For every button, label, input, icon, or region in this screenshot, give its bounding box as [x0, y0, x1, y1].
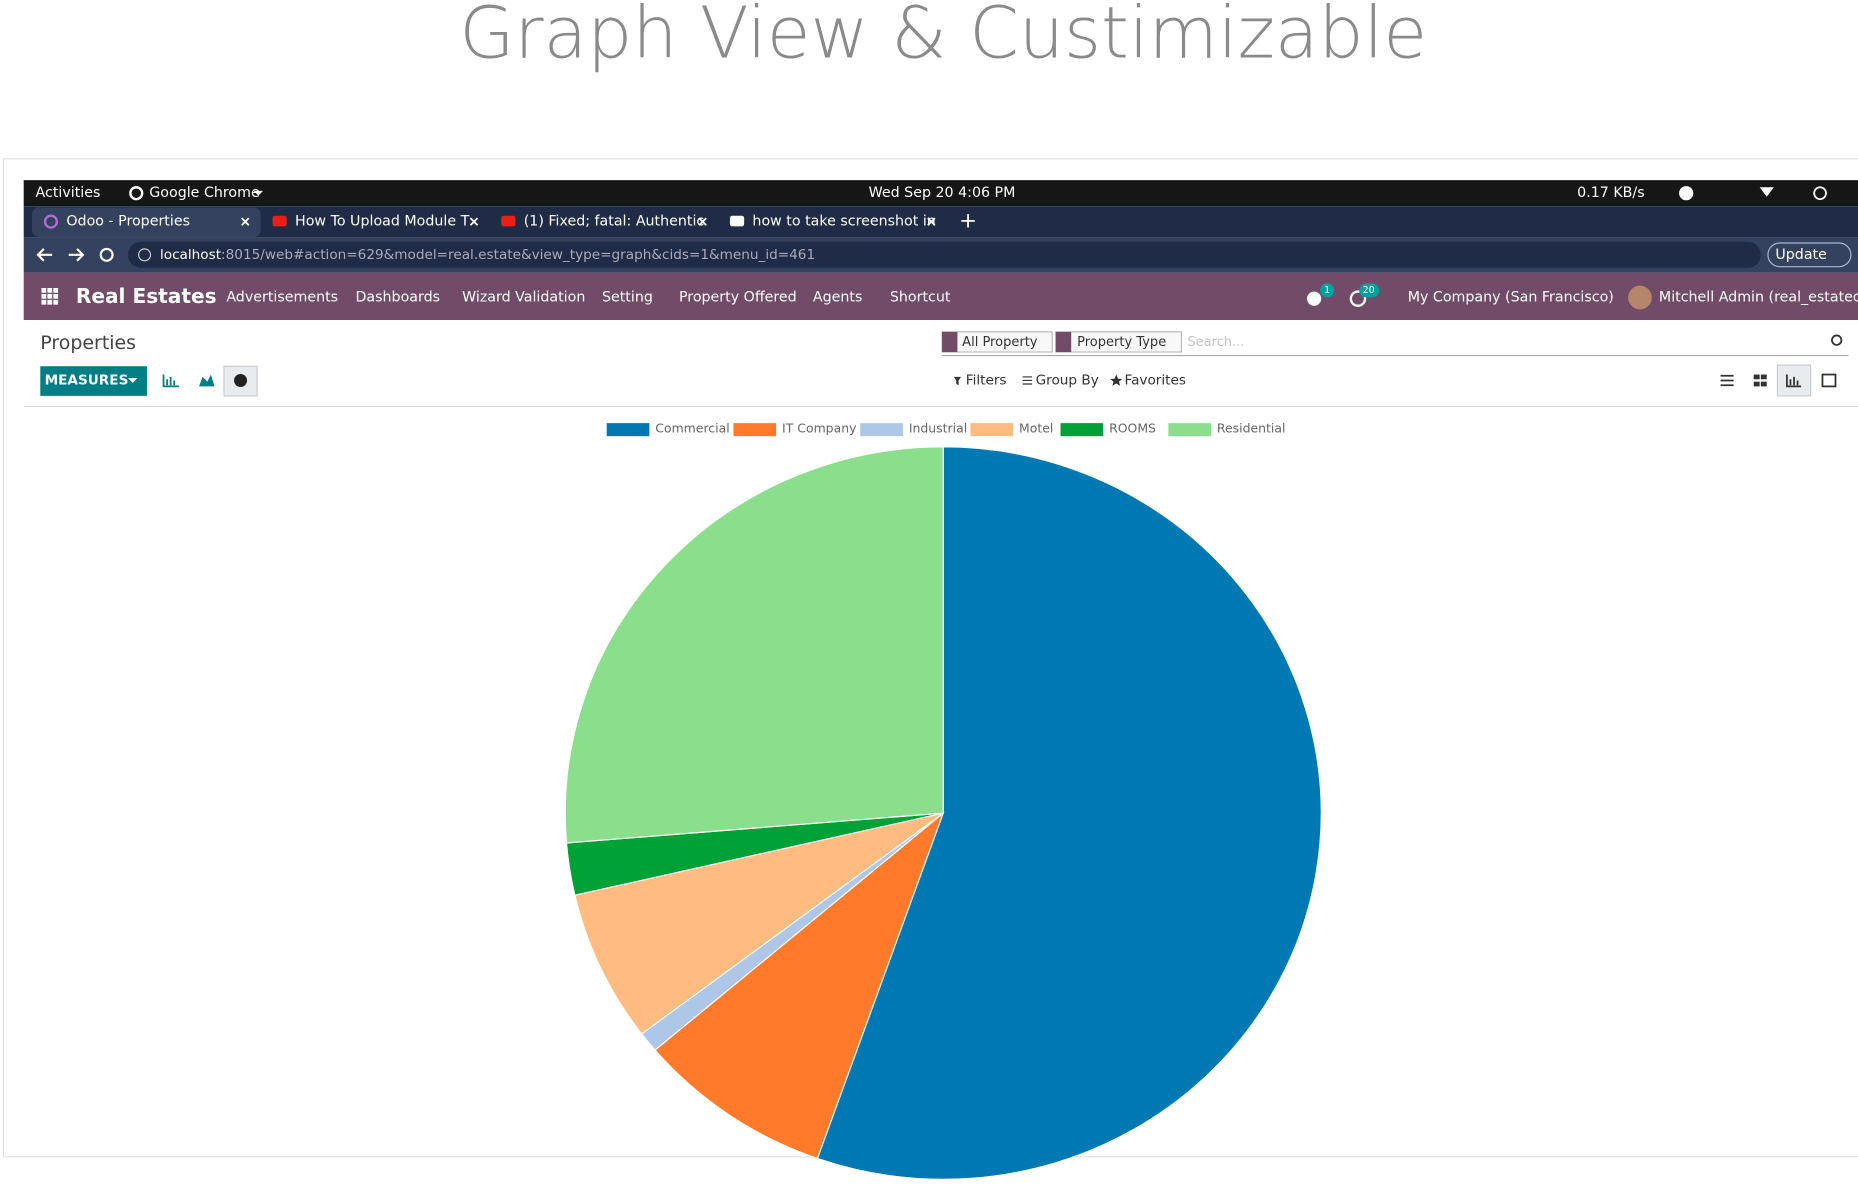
url: localhost:8015/web#action=629&model=real…: [160, 247, 815, 263]
new-tab[interactable]: +: [959, 209, 977, 234]
wifi-icon[interactable]: [1759, 187, 1774, 197]
company[interactable]: My Company (San Francisco): [1408, 289, 1614, 305]
menu-item[interactable]: Wizard Validation: [462, 289, 585, 305]
heading: Graph View & Custimizable: [459, 0, 1427, 74]
avatar[interactable]: [1628, 285, 1652, 310]
activity-icon[interactable]: [1349, 290, 1367, 307]
facet-icon: [942, 331, 958, 353]
tab-favicon: [729, 215, 745, 227]
reload[interactable]: [99, 247, 114, 262]
measures-button[interactable]: [40, 366, 147, 396]
pie-slice: [574, 812, 944, 1035]
calendar-view[interactable]: [1821, 373, 1837, 388]
caret: [127, 378, 138, 383]
info-icon[interactable]: [138, 248, 152, 262]
legend-label[interactable]: Industrial: [909, 421, 967, 436]
brand[interactable]: Real Estates: [76, 284, 217, 308]
group-by[interactable]: Group By: [1036, 372, 1099, 388]
update-button[interactable]: [1767, 242, 1852, 268]
legend-label[interactable]: IT Company: [782, 421, 856, 436]
badge-bg: [1320, 283, 1335, 298]
legend-label[interactable]: Motel: [1019, 421, 1053, 436]
badge: 1: [1324, 285, 1330, 296]
update-label: Update: [1775, 247, 1826, 263]
list-view[interactable]: [1720, 374, 1734, 387]
legend-swatch[interactable]: [733, 423, 777, 437]
caret: [253, 190, 264, 196]
tab-close[interactable]: [469, 217, 479, 226]
menu-item[interactable]: Advertisements: [226, 289, 338, 305]
tab-close[interactable]: [927, 217, 936, 226]
pie-slice: [564, 446, 944, 844]
legend-swatch[interactable]: [1060, 423, 1104, 437]
omnibox[interactable]: [127, 241, 1761, 268]
pie-icon: [234, 373, 248, 387]
tray-icon[interactable]: [1679, 186, 1694, 201]
legend-swatch[interactable]: [1168, 423, 1212, 437]
star-icon: [1110, 374, 1123, 386]
breadcrumb: Properties: [40, 332, 136, 354]
legend-swatch[interactable]: [860, 423, 903, 437]
badge-bg: [1359, 283, 1380, 298]
url-path: :8015/web#action=629&model=real.estate&v…: [221, 247, 815, 263]
url-host: localhost: [160, 247, 222, 263]
clock[interactable]: Wed Sep 20 4:06 PM: [869, 185, 1016, 201]
facet-label: Property Type: [1077, 335, 1166, 350]
user[interactable]: Mitchell Admin (real_estatedb): [1659, 289, 1858, 305]
filters[interactable]: Filters: [966, 372, 1007, 388]
favorites[interactable]: Favorites: [1125, 372, 1186, 388]
legend-label[interactable]: Commercial: [655, 421, 729, 436]
badge: 20: [1363, 285, 1375, 296]
bar-chart-button[interactable]: [162, 374, 179, 388]
legend-label[interactable]: Residential: [1217, 421, 1286, 436]
os-bar: [23, 180, 1858, 207]
legend-swatch[interactable]: [606, 423, 650, 437]
tab-title[interactable]: How To Upload Module T: [295, 214, 470, 230]
power-icon[interactable]: [1813, 186, 1827, 201]
menu-item[interactable]: Agents: [813, 289, 862, 305]
menu-item[interactable]: Setting: [602, 289, 653, 305]
network-speed: 0.17 KB/s: [1577, 185, 1644, 201]
graph-icon: [1786, 374, 1802, 388]
facet-icon: [1055, 331, 1072, 353]
tab-icon: [43, 214, 59, 229]
measures-label: MEASURES: [45, 372, 129, 388]
chrome-icon: [129, 186, 144, 201]
apps-icon[interactable]: [41, 288, 59, 305]
search-icon[interactable]: [1831, 334, 1843, 346]
tab-close[interactable]: [241, 217, 250, 226]
navbar: [23, 272, 1858, 321]
tab-title[interactable]: Odoo - Properties: [66, 214, 190, 230]
active-tab[interactable]: [31, 207, 261, 238]
kanban-view[interactable]: [1753, 374, 1767, 387]
facet-label: All Property: [962, 335, 1038, 350]
menu-item[interactable]: Shortcut: [890, 289, 951, 305]
legend-swatch[interactable]: [970, 423, 1014, 437]
menu-item[interactable]: Dashboards: [355, 289, 440, 305]
nav-arrows[interactable]: [36, 248, 85, 262]
tab-title[interactable]: (1) Fixed; fatal: Authentic: [524, 214, 704, 230]
tab-favicon: [501, 215, 516, 227]
chat-icon[interactable]: [1306, 291, 1322, 306]
activities[interactable]: Activities: [36, 185, 101, 201]
filter-icon: [953, 376, 961, 386]
tab-bar: [23, 206, 1858, 238]
tab-title[interactable]: how to take screenshot in: [752, 214, 935, 230]
pie-slice: [654, 811, 945, 1160]
tab-close[interactable]: [698, 217, 707, 226]
group-icon: [1022, 376, 1033, 385]
search-input[interactable]: Search...: [1187, 335, 1244, 350]
chart: Commercial IT Company Industrial Motel ROOMS…: [564, 421, 1322, 1180]
tab-favicon: [272, 215, 287, 227]
line-chart-button[interactable]: [199, 374, 215, 387]
legend-label[interactable]: ROOMS: [1109, 421, 1156, 436]
app-menu[interactable]: Google Chrome: [149, 185, 259, 201]
menu-item[interactable]: Property Offered: [679, 289, 797, 305]
